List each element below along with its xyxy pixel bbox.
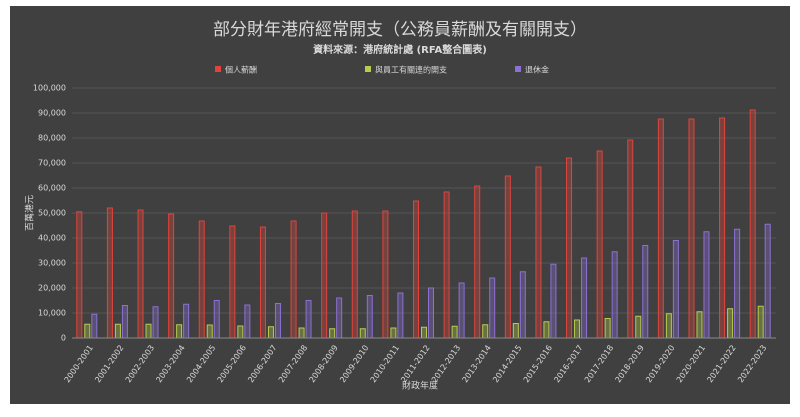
bar xyxy=(443,191,450,339)
legend-swatch xyxy=(515,66,521,72)
bar xyxy=(519,271,526,339)
bar xyxy=(321,212,328,339)
bar xyxy=(259,226,266,339)
bar xyxy=(91,313,98,339)
bar xyxy=(390,327,397,339)
bar xyxy=(428,287,434,339)
bar xyxy=(84,323,91,339)
bar xyxy=(543,321,550,339)
bar xyxy=(137,209,144,339)
bar xyxy=(145,323,152,339)
legend-swatch xyxy=(215,66,221,72)
y-tick-label: 20,000 xyxy=(38,284,66,293)
bar xyxy=(596,150,603,339)
bar xyxy=(665,313,672,339)
bar xyxy=(229,225,236,339)
legend-label: 退休金 xyxy=(525,65,549,75)
y-tick-label: 40,000 xyxy=(38,234,66,243)
chart-title: 部分財年港府經常開支（公務員薪酬及有關開支） xyxy=(213,20,587,40)
y-tick-label: 70,000 xyxy=(38,159,66,168)
bar xyxy=(764,223,771,339)
bar xyxy=(482,324,489,339)
bar xyxy=(727,308,734,339)
bar xyxy=(237,325,244,339)
bar xyxy=(114,323,121,339)
bar xyxy=(734,228,741,339)
y-tick-label: 0 xyxy=(61,334,66,343)
chart-subtitle: 資料來源：港府統計處 (RFA整合圖表) xyxy=(313,43,487,56)
bar xyxy=(451,325,458,339)
y-tick-label: 60,000 xyxy=(38,184,66,193)
bar xyxy=(688,118,695,339)
bar xyxy=(382,210,389,339)
bar xyxy=(550,263,557,339)
bar xyxy=(76,211,83,339)
bar xyxy=(366,295,373,339)
bar xyxy=(672,240,679,339)
bar xyxy=(719,117,726,339)
bar xyxy=(421,326,427,339)
bar xyxy=(635,315,642,339)
bar xyxy=(627,139,634,339)
bar xyxy=(298,327,305,339)
y-tick-label: 100,000 xyxy=(33,84,66,93)
bar xyxy=(244,304,251,339)
bar xyxy=(305,300,312,339)
bar xyxy=(574,319,581,339)
legend-label: 個人薪酬 xyxy=(225,65,257,75)
bar xyxy=(696,311,703,339)
y-tick-label: 80,000 xyxy=(38,134,66,143)
bar xyxy=(351,210,358,339)
bar xyxy=(642,245,649,339)
bar xyxy=(152,306,159,339)
bar xyxy=(329,328,336,339)
bar xyxy=(213,300,220,339)
bar xyxy=(581,257,588,339)
bar xyxy=(274,303,281,339)
bar xyxy=(512,323,519,339)
bar xyxy=(121,305,128,339)
bar xyxy=(168,213,175,339)
bar xyxy=(290,220,297,339)
legend-label: 與員工有關連的開支 xyxy=(375,65,447,75)
legend-swatch xyxy=(365,66,371,72)
bar xyxy=(535,166,542,339)
bar xyxy=(397,292,404,339)
bar xyxy=(206,324,213,339)
bar xyxy=(176,324,183,339)
bar xyxy=(413,200,419,339)
y-tick-label: 30,000 xyxy=(38,259,66,268)
bar xyxy=(489,277,496,339)
y-tick-label: 10,000 xyxy=(38,309,66,318)
bar xyxy=(267,326,274,339)
bar xyxy=(703,231,710,339)
bar xyxy=(504,175,511,339)
bar xyxy=(106,207,113,339)
bar xyxy=(198,220,205,339)
bar xyxy=(604,318,611,339)
bar xyxy=(566,157,573,339)
bar xyxy=(359,328,366,339)
y-axis-label: 百萬港元 xyxy=(24,195,36,231)
bar xyxy=(611,251,618,339)
bar xyxy=(757,305,764,339)
y-tick-label: 90,000 xyxy=(38,109,66,118)
bar xyxy=(749,109,756,339)
bar xyxy=(657,118,664,339)
y-tick-label: 50,000 xyxy=(38,209,66,218)
x-axis-label: 財政年度 xyxy=(402,380,438,392)
bar xyxy=(458,282,465,339)
bar xyxy=(336,297,343,339)
bar xyxy=(183,303,190,339)
bar xyxy=(474,185,481,339)
